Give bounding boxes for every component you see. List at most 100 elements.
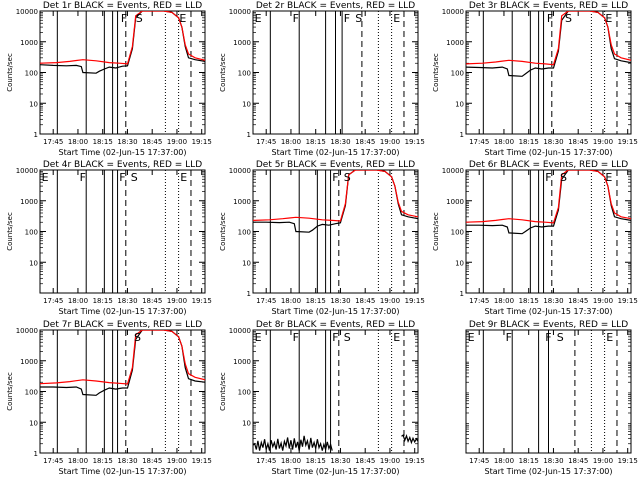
x-tick-label: 19:00 [167, 297, 187, 305]
plot-frame [252, 169, 419, 294]
x-tick-label: 19:00 [167, 457, 187, 465]
x-tick-label: 17:45 [469, 457, 489, 465]
x-tick-label: 17:45 [469, 138, 489, 146]
y-tick-label: 1 [247, 131, 251, 139]
event-marker-label: E [468, 331, 475, 344]
x-tick-label: 18:45 [568, 297, 588, 305]
x-axis-label: Start Time (02-Jun-15 17:37:00) [485, 307, 613, 316]
y-tick-label: 100 [238, 389, 251, 397]
y-tick-label: 100 [25, 389, 38, 397]
y-tick-label: 10 [29, 419, 38, 427]
panel-title: Det 5r BLACK = Events, RED = LLD [256, 160, 415, 170]
panel-1: Det 1r BLACK = Events, RED = LLD 1 10 100 10… [6, 1, 212, 157]
plot-frame [252, 329, 419, 454]
x-tick-label: 19:00 [380, 138, 400, 146]
x-tick-label: 18:15 [93, 138, 113, 146]
y-tick-label: 10 [242, 419, 251, 427]
event-marker-label: F [293, 12, 299, 25]
event-marker-label: E [255, 12, 262, 25]
panel-title: Det 7r BLACK = Events, RED = LLD [43, 320, 202, 330]
event-marker-label: E [393, 331, 400, 344]
x-tick-label: 18:30 [330, 457, 350, 465]
y-tick-label: 1000 [233, 358, 251, 366]
event-marker-label: E [605, 12, 612, 25]
y-tick-label: 1000 [20, 358, 38, 366]
y-axis-label: Counts/sec [6, 212, 14, 251]
series-line-2 [40, 11, 205, 65]
x-tick-label: 19:15 [192, 138, 212, 146]
y-tick-label: 100 [238, 70, 251, 78]
x-tick-label: 18:00 [494, 297, 514, 305]
x-tick-label: 19:15 [618, 138, 638, 146]
x-tick-label: 18:15 [519, 138, 539, 146]
x-tick-label: 18:00 [281, 457, 301, 465]
y-axis-label: Counts/sec [6, 53, 14, 92]
x-tick-label: 17:45 [256, 297, 276, 305]
x-tick-label: 18:45 [142, 457, 162, 465]
x-tick-label: 19:15 [405, 297, 425, 305]
plot-frame [39, 329, 206, 454]
panel-3: Det 3r BLACK = Events, RED = LLD 1 10 100 10… [432, 1, 638, 157]
y-tick-label: 10000 [16, 8, 38, 16]
x-tick-label: 18:45 [142, 297, 162, 305]
event-marker-label: E [255, 331, 262, 344]
event-marker-label: S [344, 171, 351, 184]
panel-title: Det 8r BLACK = Events, RED = LLD [256, 320, 415, 330]
panel-title: Det 3r BLACK = Events, RED = LLD [469, 1, 628, 11]
series-line-2 [401, 434, 418, 445]
event-marker-label: F [545, 171, 551, 184]
x-tick-label: 19:00 [380, 457, 400, 465]
plot-frame [465, 169, 632, 294]
y-tick-label: 1000 [233, 198, 251, 206]
y-tick-label: 100 [451, 229, 464, 237]
x-axis-label: Start Time (02-Jun-15 17:37:00) [485, 467, 613, 476]
x-tick-label: 18:15 [519, 457, 539, 465]
y-tick-label: 1 [34, 131, 38, 139]
y-tick-label: 10 [242, 100, 251, 108]
y-axis-label: Counts/sec [219, 53, 227, 92]
x-tick-label: 17:45 [43, 297, 63, 305]
panel-6: Det 6r BLACK = Events, RED = LLD 1 10 100 10… [432, 160, 638, 316]
y-tick-label: 100 [25, 70, 38, 78]
y-tick-label: 1 [460, 290, 464, 298]
x-axis-label: Start Time (02-Jun-15 17:37:00) [59, 467, 187, 476]
x-tick-label: 18:00 [68, 457, 88, 465]
y-tick-label: 1 [34, 450, 38, 458]
event-marker-label: S [131, 171, 138, 184]
y-tick-label: 1000 [446, 198, 464, 206]
event-marker-label: F [332, 331, 338, 344]
y-tick-label: 10 [29, 259, 38, 267]
event-marker-label: F [121, 12, 127, 25]
y-tick-label: 10 [242, 259, 251, 267]
x-tick-label: 18:00 [281, 138, 301, 146]
x-tick-label: 18:00 [68, 138, 88, 146]
panel-title: Det 4r BLACK = Events, RED = LLD [43, 160, 202, 170]
event-marker-label: F [119, 171, 125, 184]
event-marker-label: F [332, 171, 338, 184]
y-axis-label: Counts/sec [432, 212, 440, 251]
event-marker-label: E [42, 171, 49, 184]
x-axis-label: Start Time (02-Jun-15 17:37:00) [272, 148, 400, 157]
y-tick-label: 10000 [229, 167, 251, 175]
y-tick-label: 1000 [20, 198, 38, 206]
x-axis-label: Start Time (02-Jun-15 17:37:00) [59, 307, 187, 316]
y-tick-label: 1 [460, 131, 464, 139]
event-marker-label: E [393, 12, 400, 25]
event-marker-label: E [606, 331, 613, 344]
x-tick-label: 17:45 [469, 297, 489, 305]
x-axis-label: Start Time (02-Jun-15 17:37:00) [485, 148, 613, 157]
event-marker-label: S [560, 171, 567, 184]
x-tick-label: 18:30 [117, 138, 137, 146]
event-marker-label: F [80, 171, 86, 184]
x-tick-label: 19:15 [192, 457, 212, 465]
x-tick-label: 18:45 [355, 138, 375, 146]
event-marker-label: E [179, 12, 186, 25]
x-tick-label: 18:15 [306, 297, 326, 305]
y-tick-label: 10 [29, 100, 38, 108]
event-marker-label: S [344, 331, 351, 344]
x-tick-label: 19:00 [593, 457, 613, 465]
x-tick-label: 18:30 [330, 138, 350, 146]
x-tick-label: 19:15 [618, 457, 638, 465]
event-marker-label: F [545, 331, 551, 344]
y-tick-label: 1 [247, 290, 251, 298]
